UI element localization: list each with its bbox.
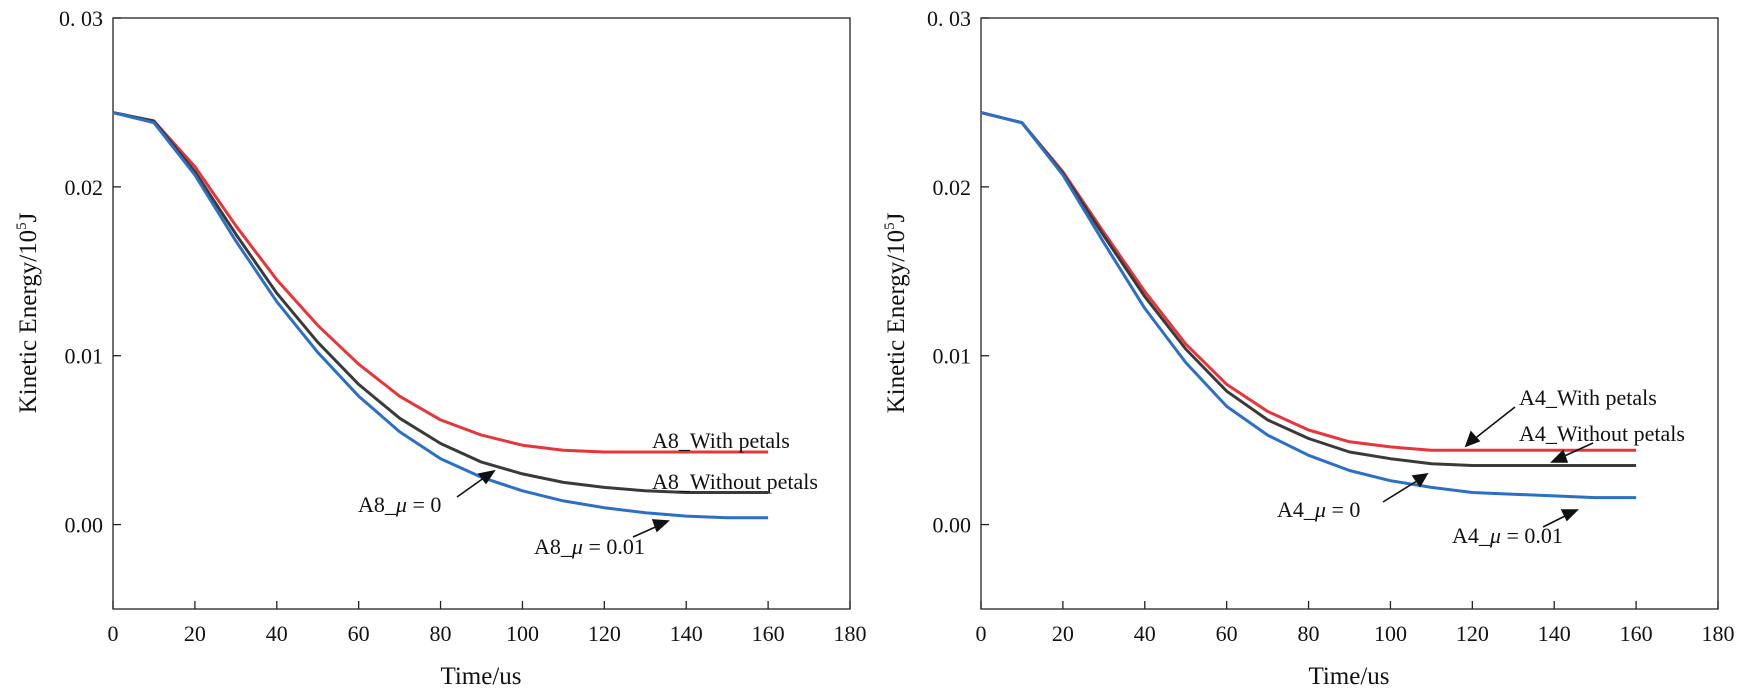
x-tick-label: 100 bbox=[506, 621, 539, 646]
y-axis-label: Kinetic Energy/105J bbox=[882, 212, 910, 413]
x-tick-label: 0 bbox=[976, 621, 987, 646]
y-tick-label: 0.02 bbox=[933, 175, 972, 200]
y-tick-label: 0.00 bbox=[933, 513, 972, 538]
series-label-with-petals: A8_With petals bbox=[652, 428, 790, 453]
x-tick-label: 180 bbox=[1702, 621, 1735, 646]
x-tick-label: 120 bbox=[1456, 621, 1489, 646]
series-line-2 bbox=[980, 111, 1637, 467]
annotation-arrows bbox=[456, 469, 670, 538]
series-label-with-petals: A4_With petals bbox=[1519, 385, 1657, 410]
x-tick-label: 40 bbox=[1134, 621, 1156, 646]
annotation-mu-0-01: A8_μ = 0.01 bbox=[534, 534, 645, 559]
y-tick-label: 0.00 bbox=[65, 513, 104, 538]
x-tick-label: 180 bbox=[834, 621, 867, 646]
plot-frame bbox=[980, 17, 1719, 610]
x-tick-label: 140 bbox=[670, 621, 703, 646]
x-tick-label: 80 bbox=[1298, 621, 1320, 646]
x-tick-label: 40 bbox=[266, 621, 288, 646]
plot-frame bbox=[112, 17, 851, 610]
x-tick-label: 0 bbox=[108, 621, 119, 646]
x-axis-label: Time/us bbox=[1308, 663, 1389, 690]
chart-panel-right: 0.00 0.01 0.02 0. 03 0 20 40 60 80 100 120 140 160 1… bbox=[882, 6, 1735, 690]
annotation-mu-0: A4_μ = 0 bbox=[1277, 497, 1360, 522]
series-line-1 bbox=[980, 111, 1637, 452]
annotation-mu-0: A8_μ = 0 bbox=[358, 492, 441, 517]
chart-panel-left: 0.00 0.01 0.02 0. 03 0 20 40 60 80 100 120 140 160 1… bbox=[14, 6, 867, 690]
y-axis-ticks: 0.00 0.01 0.02 0. 03 bbox=[927, 6, 989, 538]
y-axis-label: Kinetic Energy/105J bbox=[14, 212, 42, 413]
x-tick-label: 60 bbox=[348, 621, 370, 646]
series-line-3 bbox=[112, 111, 769, 520]
series-line-2 bbox=[112, 111, 769, 494]
series-layer bbox=[980, 111, 1637, 500]
annotation-arrows bbox=[1382, 406, 1594, 528]
x-tick-label: 20 bbox=[184, 621, 206, 646]
series-layer bbox=[112, 111, 769, 520]
x-axis-ticks: 0 20 40 60 80 100 120 140 160 180 bbox=[108, 601, 867, 646]
x-tick-label: 120 bbox=[588, 621, 621, 646]
y-axis-ticks: 0.00 0.01 0.02 0. 03 bbox=[59, 6, 121, 538]
y-tick-label: 0.01 bbox=[933, 344, 972, 369]
x-axis-label: Time/us bbox=[440, 663, 521, 690]
annotation-mu-0-01: A4_μ = 0.01 bbox=[1452, 523, 1563, 548]
series-label-without-petals: A8_Without petals bbox=[652, 469, 818, 494]
x-tick-label: 100 bbox=[1374, 621, 1407, 646]
x-tick-label: 160 bbox=[752, 621, 785, 646]
x-tick-label: 80 bbox=[430, 621, 452, 646]
y-tick-label: 0.02 bbox=[65, 175, 104, 200]
x-axis-ticks: 0 20 40 60 80 100 120 140 160 180 bbox=[976, 601, 1735, 646]
series-line-1 bbox=[112, 111, 769, 454]
y-tick-label: 0. 03 bbox=[59, 6, 103, 31]
series-label-without-petals: A4_Without petals bbox=[1519, 421, 1685, 446]
y-tick-label: 0.01 bbox=[65, 344, 104, 369]
x-tick-label: 160 bbox=[1620, 621, 1653, 646]
x-tick-label: 140 bbox=[1538, 621, 1571, 646]
series-line-3 bbox=[980, 111, 1637, 500]
x-tick-label: 60 bbox=[1216, 621, 1238, 646]
x-tick-label: 20 bbox=[1052, 621, 1074, 646]
y-tick-label: 0. 03 bbox=[927, 6, 971, 31]
